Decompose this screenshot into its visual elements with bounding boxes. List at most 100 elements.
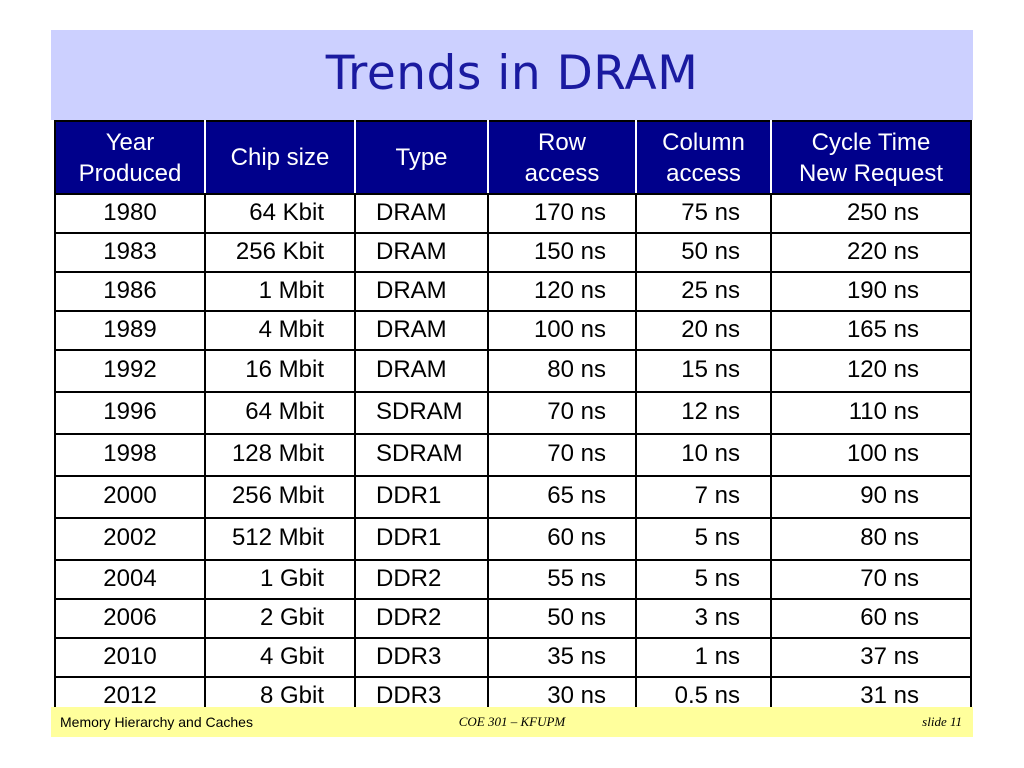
header-chip-size: Chip size [204,120,356,195]
cell-year: 2002 [54,517,206,561]
cell-row-access: 150 ns [487,232,637,273]
cell-year: 1980 [54,193,206,234]
cell-row-access: 50 ns [487,598,637,639]
table-row: 2004 1 Gbit DDR2 55 ns 5 ns 70 ns [54,559,972,600]
cell-chip-size: 1 Mbit [204,271,356,312]
cell-row-access: 60 ns [487,517,637,561]
cell-type: DRAM [354,232,489,273]
cell-column-access: 25 ns [635,271,772,312]
header-line: access [524,159,600,187]
cell-chip-size: 2 Gbit [204,598,356,639]
header-line: Type [395,144,448,171]
table-row: 2010 4 Gbit DDR3 35 ns 1 ns 37 ns [54,637,972,678]
header-cycle-time: Cycle Time New Request [770,120,972,195]
cell-cycle-time: 190 ns [770,271,972,312]
header-row: Year Produced Chip size Type Row access … [54,120,972,195]
cell-chip-size: 64 Mbit [204,391,356,435]
cell-cycle-time: 110 ns [770,391,972,435]
cell-cycle-time: 70 ns [770,559,972,600]
cell-type: DDR2 [354,598,489,639]
cell-chip-size: 128 Mbit [204,433,356,477]
table-body: 1980 64 Kbit DRAM 170 ns 75 ns 250 ns 1983 256 … [54,193,972,717]
cell-chip-size: 16 Mbit [204,349,356,393]
cell-row-access: 55 ns [487,559,637,600]
cell-type: DRAM [354,310,489,351]
cell-type: DRAM [354,193,489,234]
dram-trends-table-container: Year Produced Chip size Type Row access … [54,120,972,717]
cell-column-access: 75 ns [635,193,772,234]
slide-title: Trends in DRAM [325,45,699,101]
cell-row-access: 80 ns [487,349,637,393]
cell-type: DDR1 [354,475,489,519]
cell-chip-size: 4 Mbit [204,310,356,351]
cell-chip-size: 512 Mbit [204,517,356,561]
table-row: 1983 256 Kbit DRAM 150 ns 50 ns 220 ns [54,232,972,273]
cell-type: DRAM [354,271,489,312]
cell-year: 2000 [54,475,206,519]
cell-year: 1986 [54,271,206,312]
table-row: 2006 2 Gbit DDR2 50 ns 3 ns 60 ns [54,598,972,639]
cell-year: 1996 [54,391,206,435]
table-row: 1992 16 Mbit DRAM 80 ns 15 ns 120 ns [54,349,972,393]
header-year-produced: Year Produced [54,120,206,195]
cell-chip-size: 1 Gbit [204,559,356,600]
header-line: Chip size [230,144,330,171]
cell-row-access: 70 ns [487,391,637,435]
cell-column-access: 5 ns [635,517,772,561]
header-column-access: Column access [635,120,772,195]
table-row: 1986 1 Mbit DRAM 120 ns 25 ns 190 ns [54,271,972,312]
header-line: Row [537,128,586,156]
cell-type: SDRAM [354,433,489,477]
cell-year: 2004 [54,559,206,600]
cell-column-access: 10 ns [635,433,772,477]
cell-cycle-time: 220 ns [770,232,972,273]
cell-cycle-time: 100 ns [770,433,972,477]
cell-chip-size: 64 Kbit [204,193,356,234]
title-band: Trends in DRAM [51,30,973,120]
cell-type: SDRAM [354,391,489,435]
header-line: Cycle Time [811,128,931,156]
cell-year: 1989 [54,310,206,351]
cell-row-access: 100 ns [487,310,637,351]
cell-row-access: 35 ns [487,637,637,678]
cell-type: DDR2 [354,559,489,600]
cell-row-access: 65 ns [487,475,637,519]
cell-year: 1992 [54,349,206,393]
cell-chip-size: 256 Kbit [204,232,356,273]
footer-band: Memory Hierarchy and Caches COE 301 – KF… [51,707,973,737]
table-row: 1989 4 Mbit DRAM 100 ns 20 ns 165 ns [54,310,972,351]
table-row: 2000 256 Mbit DDR1 65 ns 7 ns 90 ns [54,475,972,519]
cell-column-access: 15 ns [635,349,772,393]
cell-cycle-time: 90 ns [770,475,972,519]
cell-column-access: 12 ns [635,391,772,435]
cell-year: 1998 [54,433,206,477]
cell-type: DRAM [354,349,489,393]
header-type: Type [354,120,489,195]
dram-trends-table: Year Produced Chip size Type Row access … [54,120,972,717]
cell-year: 2006 [54,598,206,639]
table-row: 1996 64 Mbit SDRAM 70 ns 12 ns 110 ns [54,391,972,435]
header-row-access: Row access [487,120,637,195]
footer-slide-number: slide 11 [922,714,962,729]
cell-year: 2010 [54,637,206,678]
cell-row-access: 120 ns [487,271,637,312]
cell-type: DDR3 [354,637,489,678]
cell-chip-size: 256 Mbit [204,475,356,519]
cell-cycle-time: 37 ns [770,637,972,678]
header-line: Produced [78,159,182,187]
cell-cycle-time: 60 ns [770,598,972,639]
cell-row-access: 170 ns [487,193,637,234]
cell-column-access: 50 ns [635,232,772,273]
cell-cycle-time: 165 ns [770,310,972,351]
header-line: Column [662,128,745,156]
header-line: New Request [798,159,944,187]
cell-type: DDR1 [354,517,489,561]
table-row: 1980 64 Kbit DRAM 170 ns 75 ns 250 ns [54,193,972,234]
header-line: access [666,159,741,187]
cell-column-access: 1 ns [635,637,772,678]
cell-column-access: 7 ns [635,475,772,519]
footer-course-topic: Memory Hierarchy and Caches [60,714,253,730]
cell-chip-size: 4 Gbit [204,637,356,678]
cell-cycle-time: 250 ns [770,193,972,234]
cell-year: 1983 [54,232,206,273]
